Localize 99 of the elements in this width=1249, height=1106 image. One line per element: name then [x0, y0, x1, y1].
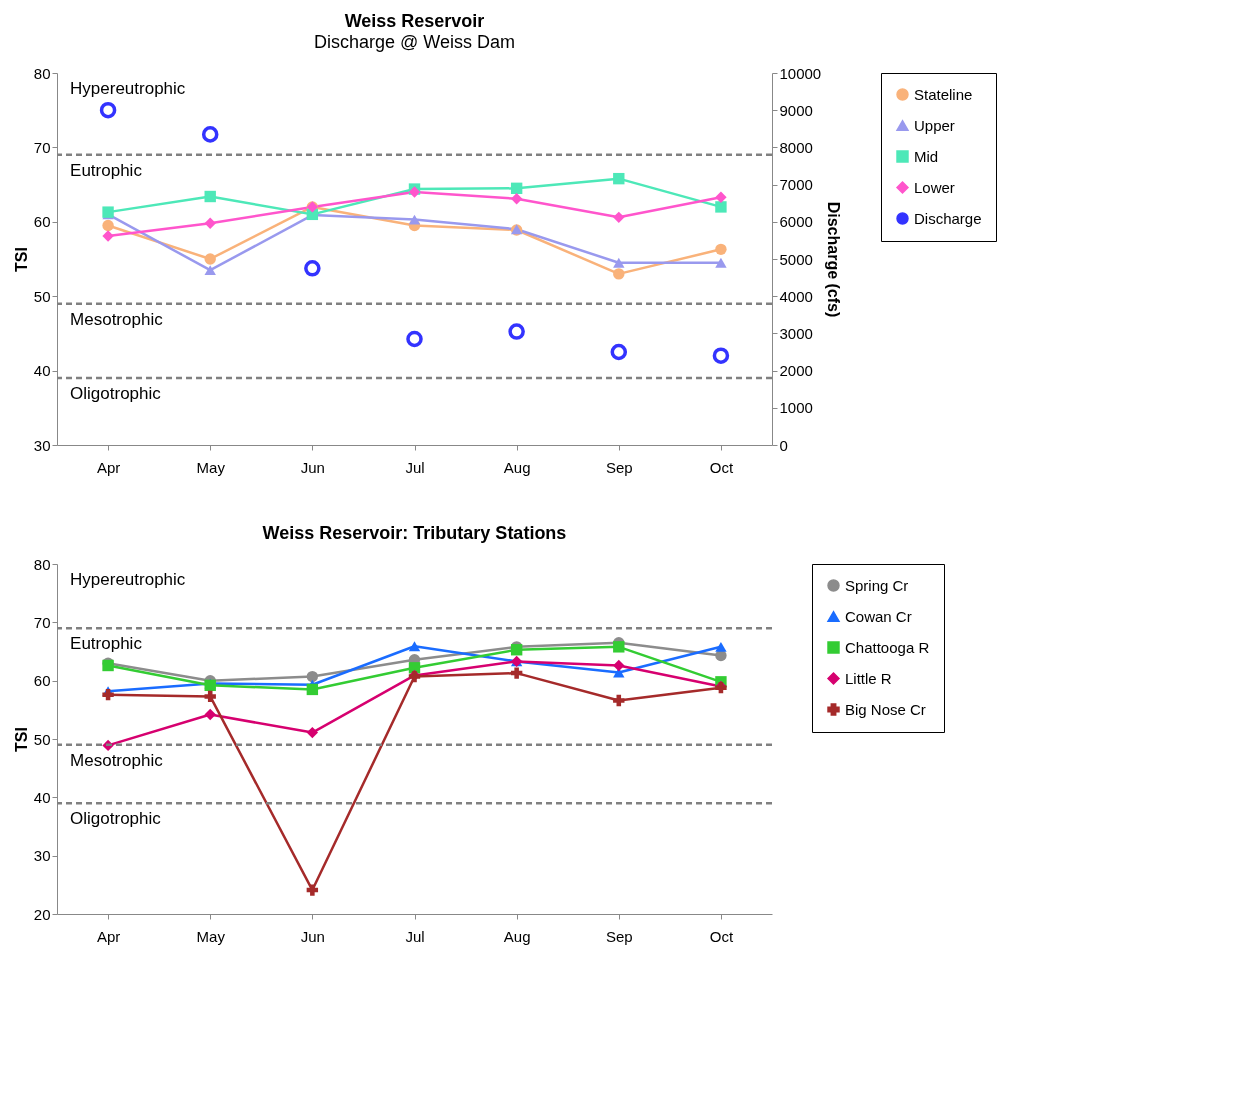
y2-tick-label: 9000 [779, 101, 813, 119]
legend-label: Little R [845, 669, 892, 687]
y2-tick-label: 6000 [779, 213, 813, 231]
annotation: Oligotrophic [70, 809, 162, 829]
y2-tick-label: 4000 [779, 287, 813, 305]
legend-label: Chattooga R [845, 638, 930, 656]
annotation: Mesotrophic [70, 750, 164, 770]
annotation: Oligotrophic [70, 384, 162, 404]
point [510, 667, 523, 679]
point [613, 211, 625, 224]
annotation: Hypereutrophic [70, 79, 186, 98]
x-tick-label: Apr [96, 927, 121, 945]
y2-tick-label: 1000 [779, 399, 813, 417]
legend-label: Mid [914, 147, 939, 165]
x-tick-label: Oct [709, 927, 734, 945]
point [610, 343, 628, 361]
y2-tick-label: 10000 [779, 64, 822, 82]
point [304, 260, 321, 277]
point [613, 268, 625, 280]
point [508, 323, 525, 340]
y2-tick-label: 3000 [779, 324, 813, 342]
point [613, 641, 625, 653]
annotation: Eutrophic [70, 634, 143, 654]
y-tick-label: 80 [33, 64, 51, 82]
x-tick-label: Jul [405, 458, 425, 476]
legend-label: Discharge [914, 209, 982, 227]
y2-tick-label: 2000 [779, 362, 813, 380]
x-tick-label: Jun [300, 458, 325, 476]
y-axis-title: TSI [12, 727, 30, 752]
point [306, 884, 319, 896]
chart-title: Weiss Reservoir [344, 11, 485, 31]
legend-label: Upper [914, 116, 955, 134]
legend-label: Stateline [914, 85, 973, 103]
y-tick-label: 30 [33, 436, 51, 454]
point [510, 193, 523, 205]
chart-title: Weiss Reservoir: Tributary Stations [262, 523, 567, 543]
point [406, 330, 423, 348]
point [715, 201, 727, 213]
y-tick-label: 30 [33, 847, 51, 865]
x-tick-label: May [196, 458, 226, 476]
y-axis-title: TSI [12, 247, 30, 272]
legend-label: Cowan Cr [845, 607, 912, 625]
y2-tick-label: 7000 [779, 176, 813, 194]
x-tick-label: Sep [605, 927, 633, 945]
x-tick-label: Sep [605, 458, 633, 476]
y-tick-label: 70 [33, 613, 51, 631]
point [306, 670, 319, 683]
point [613, 659, 625, 672]
x-tick-label: Apr [96, 458, 121, 476]
point [306, 683, 319, 696]
point [712, 347, 730, 364]
point [204, 190, 216, 203]
y-tick-label: 40 [33, 362, 51, 380]
y2-axis-title: Discharge (cfs) [825, 201, 843, 318]
x-tick-label: Jul [405, 927, 425, 945]
y-tick-label: 50 [33, 287, 51, 305]
point [99, 101, 117, 119]
y-tick-label: 20 [33, 905, 51, 923]
point [408, 214, 421, 225]
point [204, 217, 216, 229]
point [201, 126, 219, 143]
legend-label: Big Nose Cr [845, 700, 926, 718]
point [613, 172, 625, 185]
y-tick-label: 70 [33, 138, 51, 156]
x-tick-label: Jun [300, 927, 325, 945]
legend-label: Spring Cr [845, 576, 909, 594]
x-tick-label: May [196, 927, 226, 945]
y-tick-label: 40 [33, 788, 51, 806]
y2-tick-label: 5000 [779, 250, 813, 268]
annotation: Mesotrophic [70, 309, 164, 329]
point [204, 708, 216, 721]
y2-tick-label: 0 [779, 436, 788, 454]
y-tick-label: 80 [33, 555, 51, 573]
x-tick-label: Aug [503, 458, 531, 476]
point [715, 191, 727, 203]
point [204, 690, 216, 703]
point [204, 265, 216, 276]
point [408, 641, 421, 652]
y-tick-label: 60 [33, 672, 51, 690]
point [102, 230, 114, 242]
point [102, 688, 114, 701]
y-tick-label: 50 [33, 730, 51, 748]
point [715, 257, 727, 268]
point [613, 694, 625, 707]
point [613, 257, 625, 268]
point [306, 726, 319, 739]
annotation: Eutrophic [70, 160, 143, 180]
y-tick-label: 60 [33, 213, 51, 231]
point [510, 182, 523, 195]
annotation: Hypereutrophic [70, 570, 186, 589]
point [715, 243, 727, 256]
y2-tick-label: 8000 [779, 138, 813, 156]
x-tick-label: Aug [503, 927, 531, 945]
legend-label: Lower [914, 178, 955, 196]
chart-subtitle: Discharge @ Weiss Dam [314, 32, 515, 52]
point [102, 219, 114, 232]
point [715, 641, 727, 652]
x-tick-label: Oct [709, 458, 734, 476]
point [204, 253, 216, 265]
